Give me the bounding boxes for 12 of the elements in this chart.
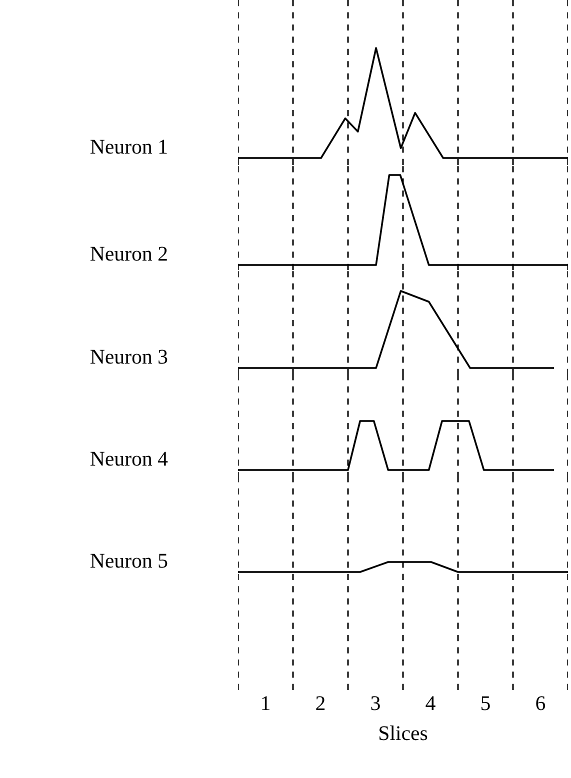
x-tick-label: 3 <box>371 696 380 710</box>
x-tick-label: 2 <box>316 696 325 710</box>
x-tick-label: 1 <box>262 696 270 710</box>
x-tick-label: 5 <box>482 696 490 710</box>
text: Neuron 2 <box>90 246 167 261</box>
text: Neuron 1 <box>90 140 167 154</box>
x-tick-label: 6 <box>536 696 546 710</box>
x-axis-title: Slices <box>380 726 428 740</box>
text: Neuron 4 <box>90 452 168 466</box>
x-tick-label: 4 <box>426 696 436 710</box>
text: Neuron 5 <box>90 554 168 568</box>
text: Neuron 3 <box>90 350 168 364</box>
